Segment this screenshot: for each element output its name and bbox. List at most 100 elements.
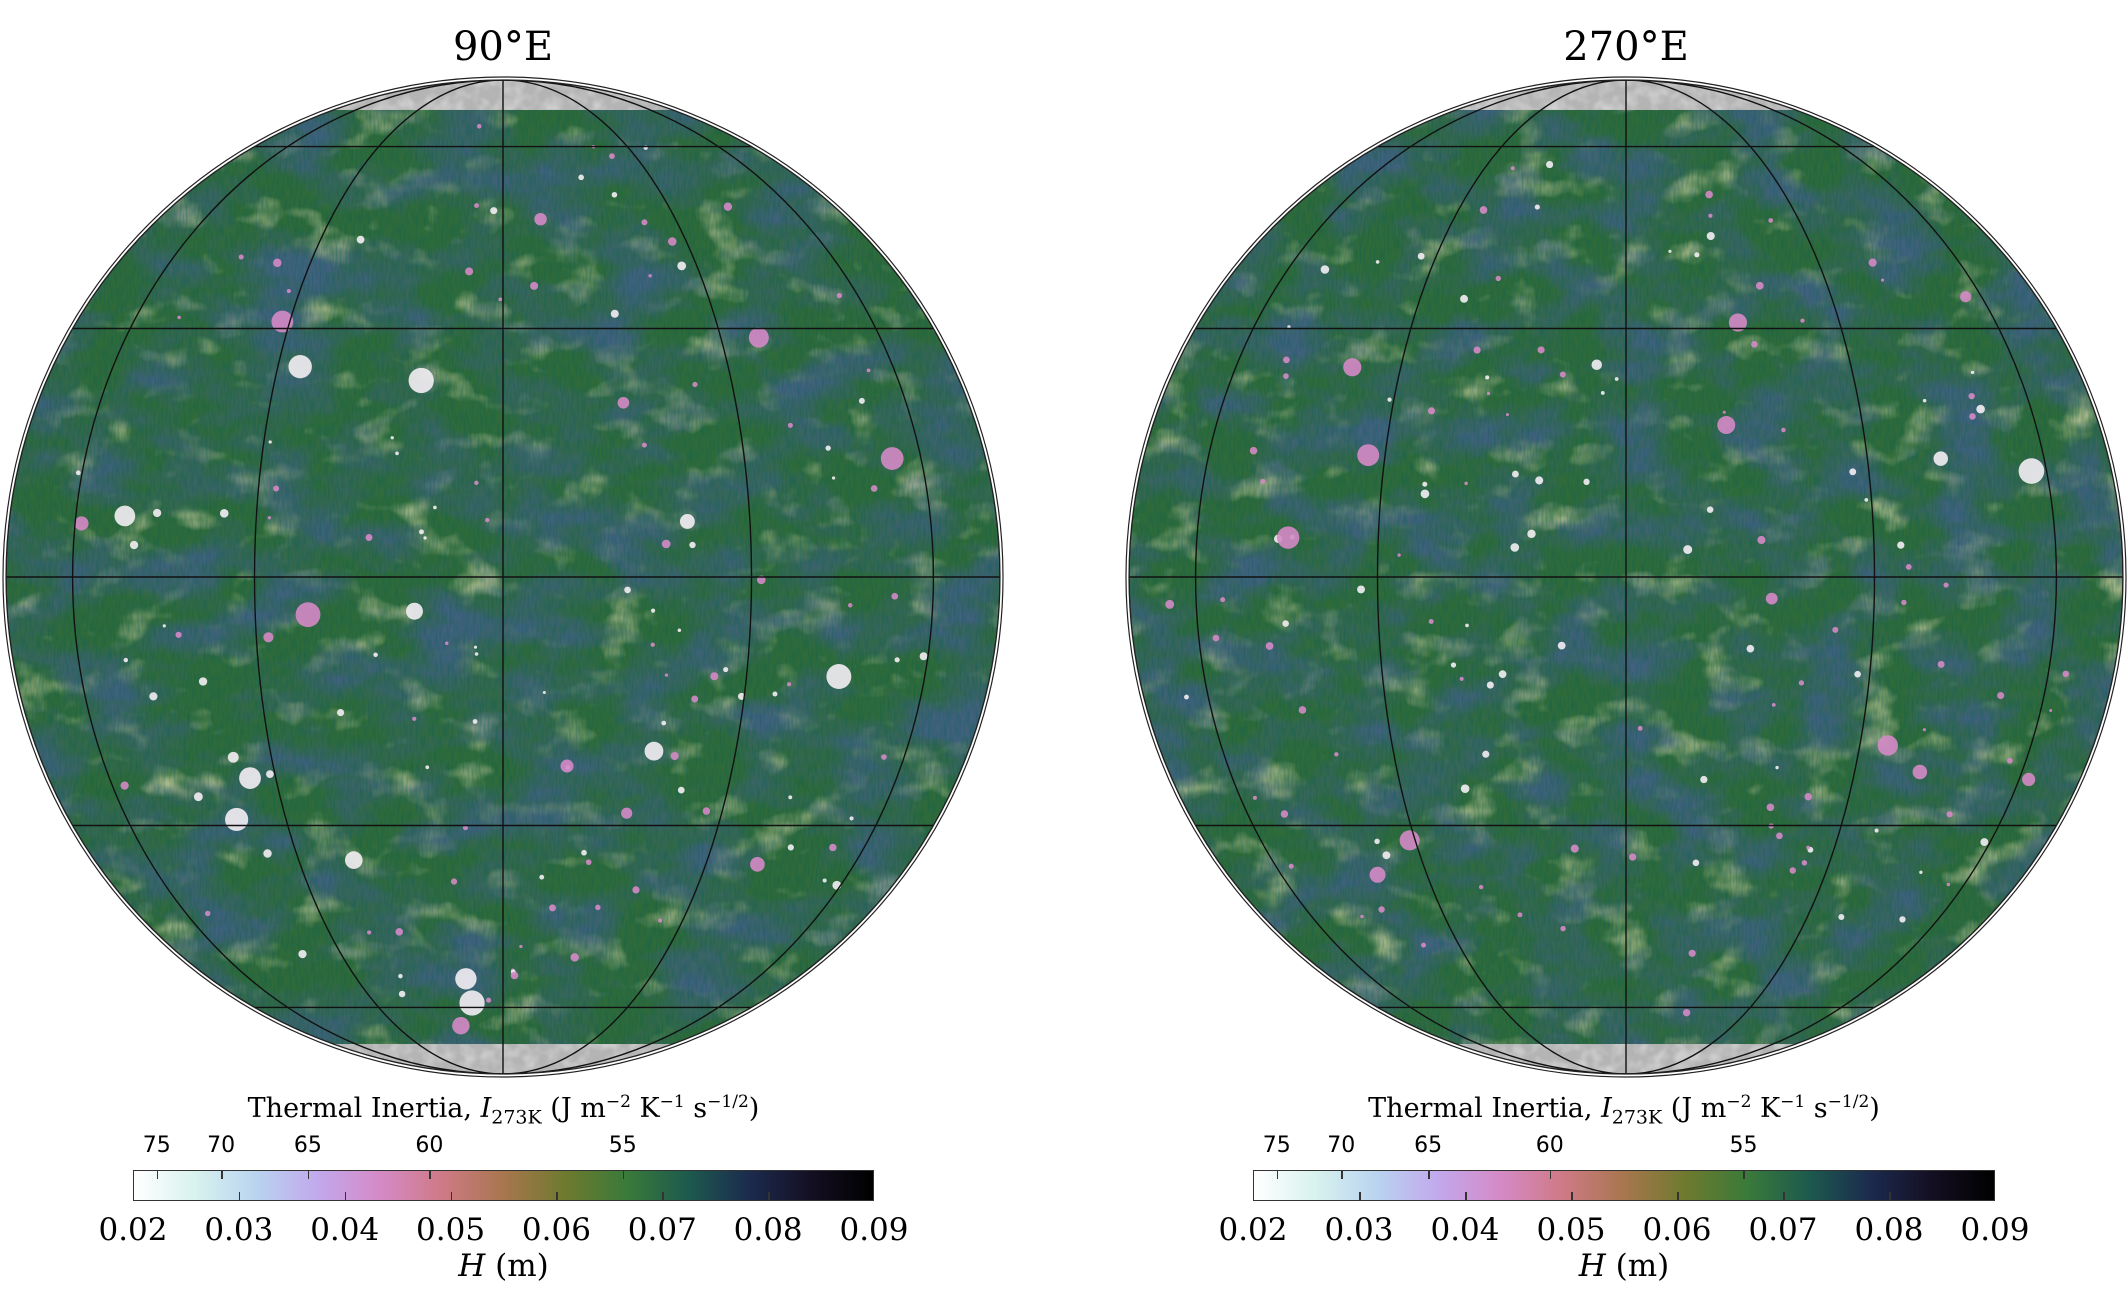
- crater: [490, 207, 498, 215]
- crater: [1498, 670, 1507, 679]
- colorbar-top-tick-label: 55: [608, 1133, 637, 1158]
- crater: [273, 485, 280, 492]
- colorbar-bottom-tick-label: 0.02: [1218, 1212, 1288, 1248]
- crater: [1382, 851, 1391, 860]
- crater: [609, 153, 615, 160]
- crater: [474, 480, 479, 486]
- colorbar-top-tick: [307, 1171, 310, 1179]
- colorbar-bottom-tick-label: 0.09: [839, 1212, 909, 1248]
- crater: [298, 949, 307, 959]
- colorbar-units: ): [748, 1093, 760, 1124]
- crater: [1375, 260, 1380, 264]
- crater: [1486, 681, 1494, 689]
- crater: [1517, 912, 1523, 918]
- crater: [1757, 535, 1766, 545]
- crater: [831, 476, 836, 480]
- crater: [1912, 764, 1928, 780]
- crater: [1628, 853, 1637, 861]
- crater: [452, 1017, 470, 1035]
- colorbar-bottom-tick-label: 0.03: [204, 1212, 274, 1248]
- crater: [1637, 725, 1643, 731]
- crater: [661, 539, 671, 549]
- crater: [408, 367, 434, 394]
- crater: [748, 327, 769, 348]
- crater: [1864, 497, 1869, 502]
- crater: [267, 516, 271, 520]
- crater: [737, 692, 746, 700]
- colorbar-top-tick: [1549, 1171, 1552, 1179]
- crater: [1800, 318, 1805, 323]
- crater: [641, 442, 647, 448]
- crater: [477, 124, 482, 129]
- crater: [268, 440, 272, 444]
- crater: [273, 258, 282, 268]
- crater: [1922, 728, 1926, 732]
- crater: [2049, 708, 2053, 712]
- colorbar-title-sub: 273K: [491, 1106, 542, 1129]
- crater: [1559, 371, 1566, 378]
- crater: [1943, 582, 1949, 588]
- crater: [1583, 478, 1590, 485]
- crater: [2006, 757, 2013, 764]
- colorbar-bottom-tick-label: 0.02: [98, 1212, 168, 1248]
- crater: [474, 652, 479, 656]
- colorbar-top-tick: [1743, 1171, 1745, 1179]
- crater: [1668, 249, 1672, 253]
- crater: [664, 673, 669, 677]
- colorbar-bottom-tick-label: 0.07: [1748, 1212, 1818, 1248]
- colorbar-bottom-tick: [1465, 1192, 1467, 1200]
- crater: [826, 664, 852, 689]
- colorbar-top-tick-label: 75: [142, 1133, 171, 1158]
- crater: [1421, 942, 1426, 948]
- crater: [1937, 660, 1945, 668]
- colorbar-bottom-tick-label: 0.05: [1536, 1212, 1606, 1248]
- crater: [1465, 623, 1469, 628]
- crater: [1765, 592, 1778, 605]
- crater: [114, 505, 136, 527]
- globe-limb: [5, 79, 1001, 1075]
- colorbar-bottom-tick: [344, 1192, 347, 1200]
- crater: [1505, 413, 1509, 417]
- colorbar-title-text: Thermal Inertia,: [1368, 1093, 1602, 1124]
- crater: [1919, 870, 1923, 874]
- crater: [1360, 914, 1364, 919]
- crater: [1997, 691, 2005, 700]
- colorbar-title-var: I: [480, 1093, 492, 1124]
- crater: [1212, 634, 1220, 642]
- colorbar-gradient: [1253, 1170, 1995, 1201]
- crater: [1806, 845, 1811, 850]
- crater: [1901, 599, 1907, 606]
- crater: [772, 691, 778, 697]
- colorbar-bottom-tick: [1359, 1192, 1361, 1200]
- crater: [1397, 553, 1401, 557]
- crater: [75, 470, 81, 476]
- crater: [1789, 867, 1796, 874]
- colorbar-bottom-tick: [1571, 1192, 1573, 1200]
- colorbar-gradient: [133, 1170, 874, 1201]
- crater: [227, 751, 239, 763]
- crater: [1798, 680, 1805, 686]
- crater: [1968, 392, 1975, 400]
- colorbar-units-exp: −1: [1780, 1092, 1806, 1112]
- crater: [691, 695, 699, 703]
- colorbar-top-tick: [1341, 1171, 1343, 1179]
- crater: [1428, 619, 1434, 625]
- globe-limb: [1128, 79, 2124, 1075]
- colorbar-top-tick: [1276, 1171, 1279, 1179]
- crater: [610, 309, 619, 318]
- crater: [611, 191, 618, 198]
- crater: [1832, 626, 1839, 633]
- crater: [677, 628, 682, 632]
- crater: [1464, 481, 1468, 486]
- crater: [1343, 358, 1362, 377]
- crater: [149, 692, 158, 701]
- colorbar-title-text: Thermal Inertia,: [247, 1093, 481, 1124]
- crater: [648, 274, 652, 278]
- crater: [510, 971, 519, 980]
- crater: [670, 752, 679, 761]
- colorbar-top-tick: [1428, 1171, 1430, 1179]
- colorbar-bottom-tick: [1783, 1192, 1785, 1200]
- crater: [1557, 641, 1566, 650]
- crater: [787, 422, 793, 428]
- crater: [1417, 252, 1425, 260]
